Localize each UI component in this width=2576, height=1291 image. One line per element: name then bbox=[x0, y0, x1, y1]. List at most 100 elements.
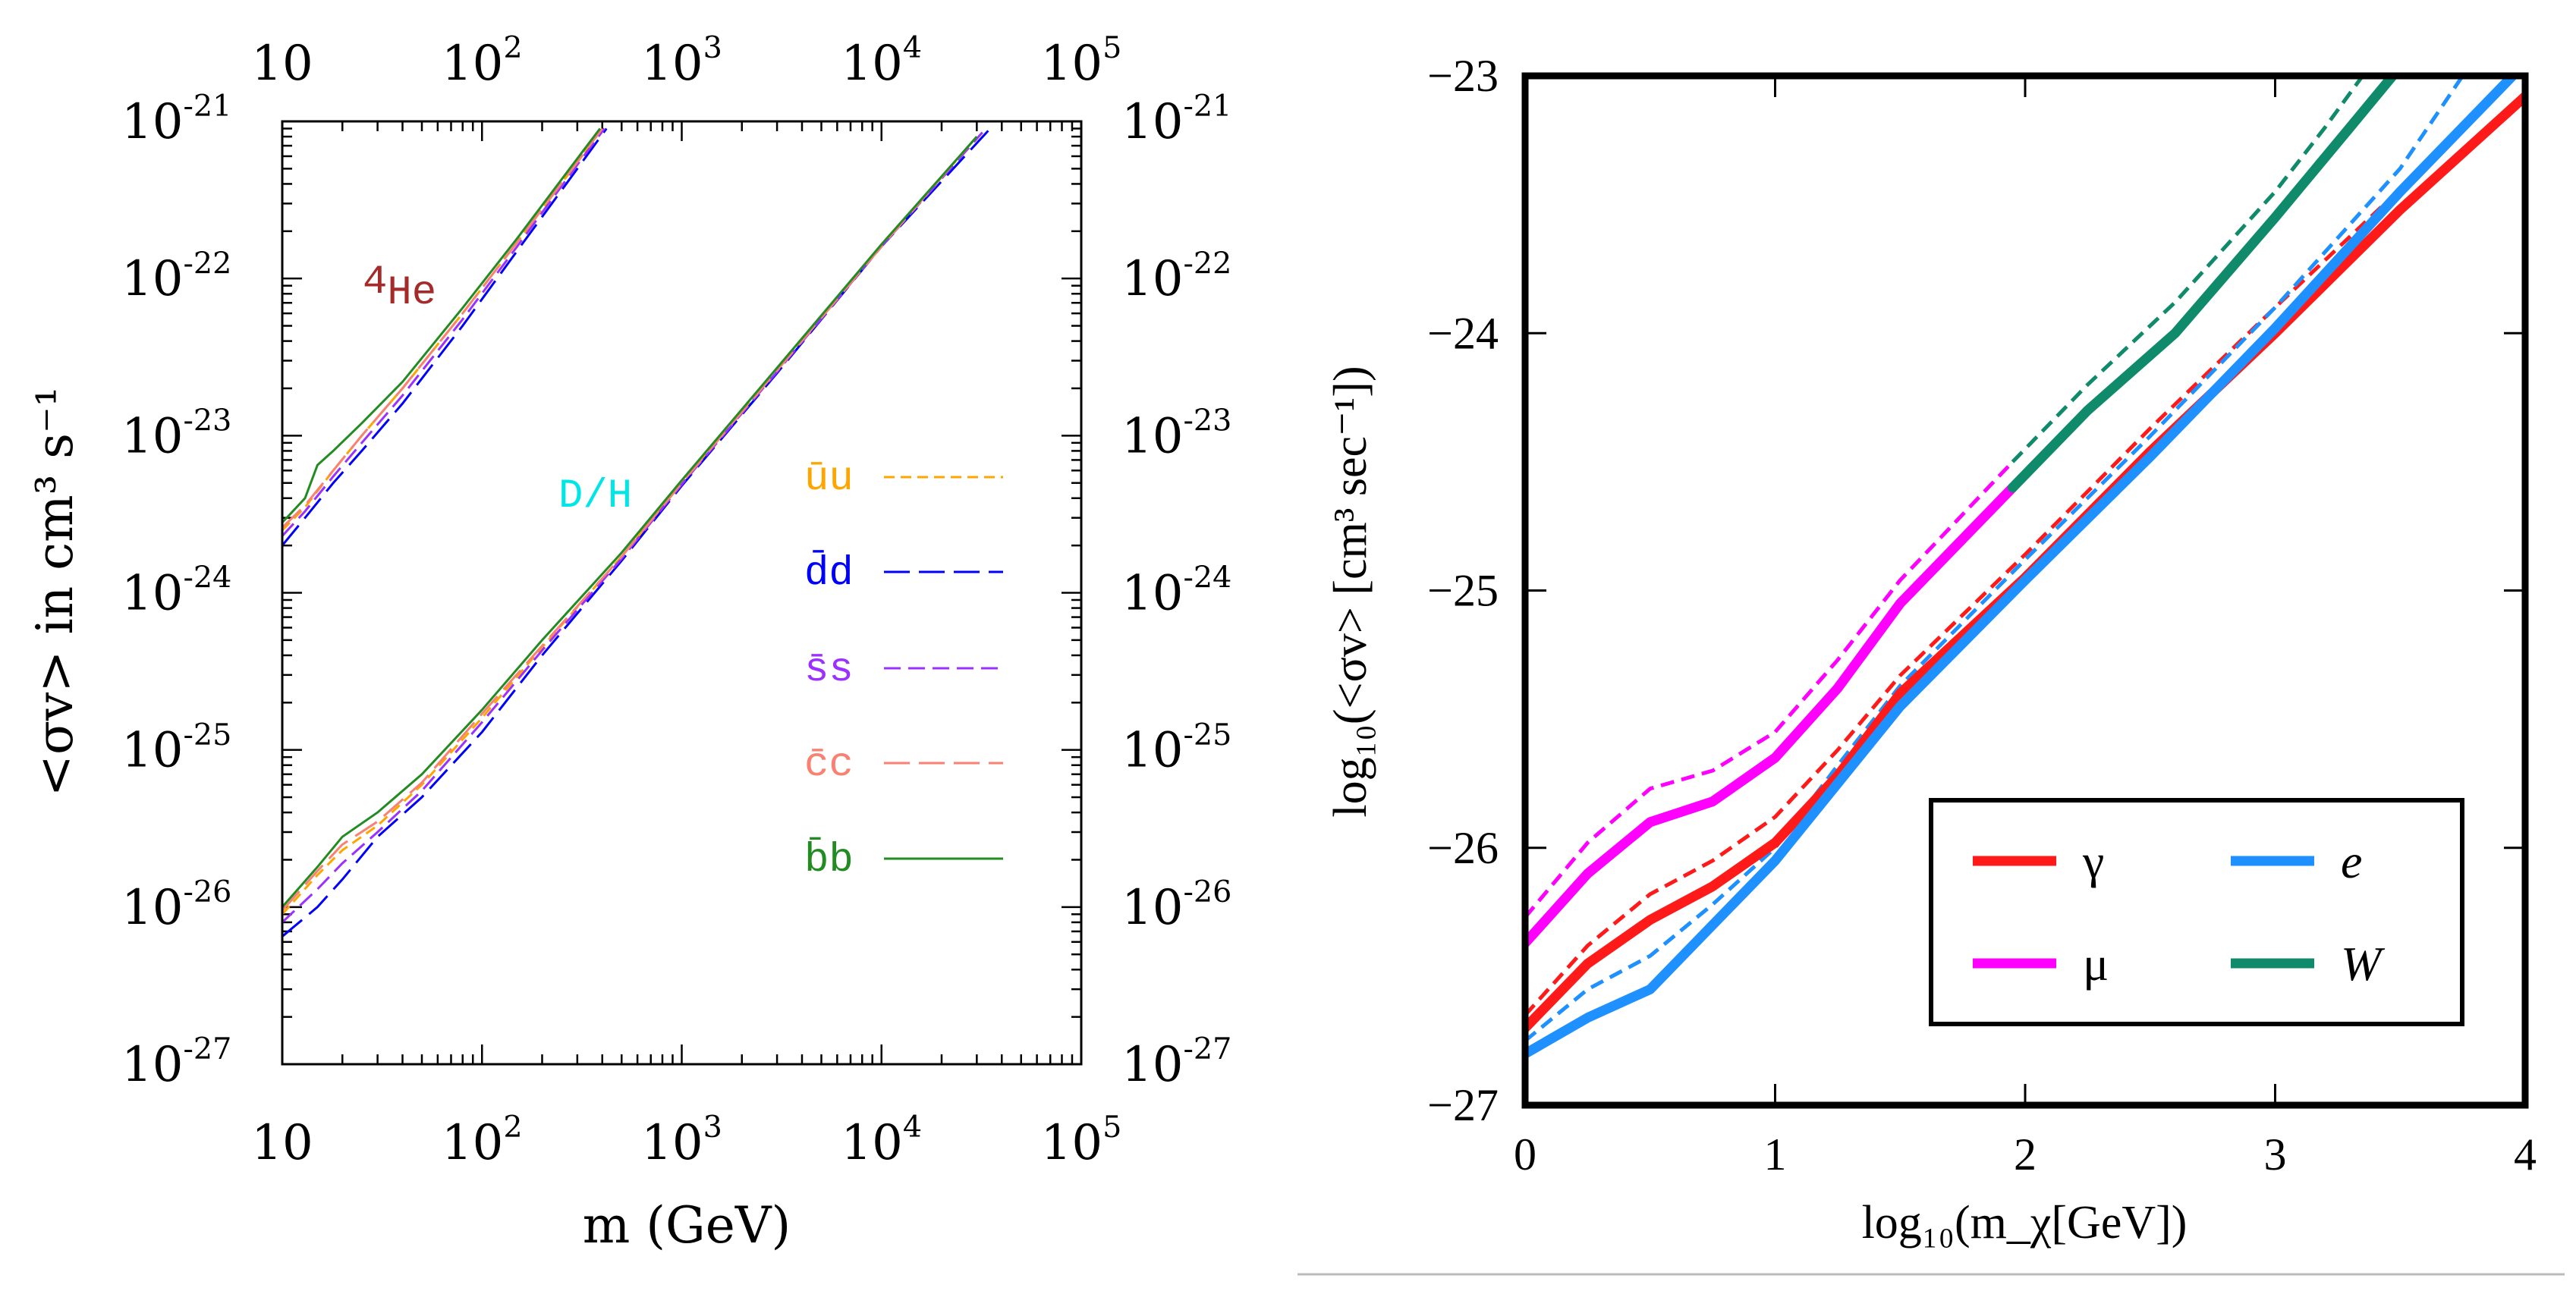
right-plot-frame bbox=[1521, 72, 2529, 1109]
y-axis-title: <σv> in cm³ s⁻¹ bbox=[26, 387, 84, 797]
x-tick-label-bottom: 102 bbox=[442, 1110, 523, 1171]
right-curves bbox=[1525, 76, 2525, 1059]
y-tick-label-left-exp: -25 bbox=[183, 718, 231, 752]
series-line-dashed bbox=[1525, 76, 2464, 1043]
y-tick-label-right-base: 10 bbox=[1121, 880, 1183, 936]
x-tick-label: 2 bbox=[2014, 1129, 2037, 1179]
series-line-he bbox=[282, 127, 601, 523]
y-tick-label-left: 10-23 bbox=[121, 404, 231, 465]
legend-label: μ bbox=[2083, 937, 2109, 991]
y-tick-label-left-base: 10 bbox=[121, 94, 183, 150]
left-curves bbox=[282, 127, 992, 938]
x-tick-label-bottom: 103 bbox=[641, 1110, 722, 1171]
x-tick-label-top-base: 10 bbox=[1041, 36, 1102, 92]
y-tick-label: −26 bbox=[1427, 823, 1499, 873]
x-tick-label-bottom-exp: 4 bbox=[903, 1110, 922, 1145]
annotation-he-text: He bbox=[387, 270, 436, 316]
x-tick-label-top-base: 10 bbox=[641, 36, 703, 92]
x-tick-label-bottom: 104 bbox=[841, 1110, 922, 1171]
x-tick-label-bottom-exp: 3 bbox=[703, 1110, 722, 1145]
x-tick-label-bottom-base: 10 bbox=[251, 1115, 313, 1171]
series-line-dh bbox=[282, 136, 978, 916]
y-tick-label-right-exp: -23 bbox=[1183, 404, 1231, 438]
series-line-dh bbox=[282, 136, 978, 908]
y-tick-label-left-base: 10 bbox=[121, 408, 183, 464]
legend-label: W bbox=[2341, 937, 2386, 991]
y-tick-label-left-base: 10 bbox=[121, 1037, 183, 1093]
x-tick-label-bottom: 10 bbox=[251, 1115, 313, 1171]
legend-label: c̄c bbox=[804, 742, 854, 788]
x-tick-label-top-exp: 5 bbox=[1102, 30, 1121, 65]
left-plot-frame bbox=[281, 120, 1083, 1066]
x-tick-label-bottom-base: 10 bbox=[1041, 1115, 1102, 1171]
series-line-he bbox=[282, 127, 608, 547]
legend-label: s̄s bbox=[804, 647, 854, 693]
y-tick-label-right-exp: -24 bbox=[1183, 561, 1231, 595]
x-tick-label-top: 102 bbox=[442, 30, 523, 92]
series-line-dh bbox=[282, 136, 978, 912]
series-line-dashed bbox=[1525, 460, 2015, 919]
y-tick-label-right-exp: -21 bbox=[1183, 89, 1231, 124]
y-tick-label-left-base: 10 bbox=[121, 566, 183, 622]
legend-label: ūu bbox=[804, 456, 854, 502]
y-tick-label-left-exp: -24 bbox=[183, 561, 231, 595]
y-tick-label-left-exp: -26 bbox=[183, 875, 231, 909]
y-tick-label-left: 10-27 bbox=[121, 1032, 231, 1093]
x-tick-label-top-base: 10 bbox=[251, 36, 313, 92]
y-tick-label: −25 bbox=[1427, 566, 1499, 616]
y-tick-label-right-base: 10 bbox=[1121, 566, 1183, 622]
x-tick-label-top-base: 10 bbox=[442, 36, 503, 92]
series-line-solid bbox=[2008, 76, 2398, 493]
annotation-he-sup: 4 bbox=[363, 259, 387, 306]
x-tick-label-bottom: 105 bbox=[1041, 1110, 1122, 1171]
y-tick-label-left: 10-24 bbox=[121, 561, 231, 622]
x-tick-label: 0 bbox=[1514, 1129, 1536, 1179]
x-tick-label-top: 103 bbox=[641, 30, 722, 92]
x-tick-label: 1 bbox=[1764, 1129, 1787, 1179]
x-tick-label-top-exp: 4 bbox=[903, 30, 922, 65]
series-line-solid bbox=[1525, 76, 2518, 1059]
x-axis-title: m (GeV) bbox=[583, 1196, 791, 1255]
y-tick-label-right: 10-26 bbox=[1121, 875, 1231, 936]
series-line-dashed bbox=[1525, 113, 2477, 1016]
y-tick-label-left-exp: -22 bbox=[183, 246, 231, 281]
y-tick-label-right: 10-22 bbox=[1121, 246, 1231, 307]
legend-box bbox=[1929, 798, 2464, 1026]
x-tick-label-top-exp: 2 bbox=[503, 30, 522, 65]
x-tick-label-top: 104 bbox=[841, 30, 922, 92]
y-tick-label: −23 bbox=[1427, 51, 1499, 101]
y-tick-label-left: 10-21 bbox=[121, 89, 231, 150]
y-tick-label-right: 10-27 bbox=[1121, 1032, 1231, 1093]
y-tick-label-right: 10-21 bbox=[1121, 89, 1231, 150]
x-tick-label-top: 105 bbox=[1041, 30, 1122, 92]
y-tick-label-left: 10-25 bbox=[121, 718, 231, 779]
x-tick-label-bottom-base: 10 bbox=[841, 1115, 902, 1171]
y-tick-label-right-exp: -26 bbox=[1183, 875, 1231, 909]
legend-label: d̄d bbox=[804, 549, 854, 597]
x-tick-label-bottom-base: 10 bbox=[442, 1115, 503, 1171]
y-tick-label-left-base: 10 bbox=[121, 880, 183, 936]
series-line-he bbox=[282, 127, 605, 537]
annotation-dh: D/H bbox=[558, 473, 632, 520]
y-tick-label-right-base: 10 bbox=[1121, 1037, 1183, 1093]
x-tick-label-bottom-exp: 2 bbox=[503, 1110, 522, 1145]
y-tick-label-left-base: 10 bbox=[121, 723, 183, 779]
legend-label: e bbox=[2341, 834, 2362, 888]
y-tick-label: −27 bbox=[1427, 1080, 1499, 1130]
y-axis-title: log₁₀(<σv> [cm³ sec⁻¹]) bbox=[1325, 366, 1376, 817]
y-tick-label-right-base: 10 bbox=[1121, 723, 1183, 779]
legend-label: b̄b bbox=[804, 836, 854, 884]
series-line-dashed bbox=[2011, 76, 2364, 463]
y-tick-label-right: 10-23 bbox=[1121, 404, 1231, 465]
y-tick-label-right-base: 10 bbox=[1121, 94, 1183, 150]
y-tick-label-right-base: 10 bbox=[1121, 408, 1183, 464]
y-tick-label: −24 bbox=[1427, 308, 1499, 358]
y-tick-label-left-exp: -21 bbox=[183, 89, 231, 124]
y-tick-label-left: 10-26 bbox=[121, 875, 231, 936]
x-tick-label-top-exp: 3 bbox=[703, 30, 722, 65]
series-line-he bbox=[282, 127, 603, 529]
y-tick-label-left-base: 10 bbox=[121, 251, 183, 307]
